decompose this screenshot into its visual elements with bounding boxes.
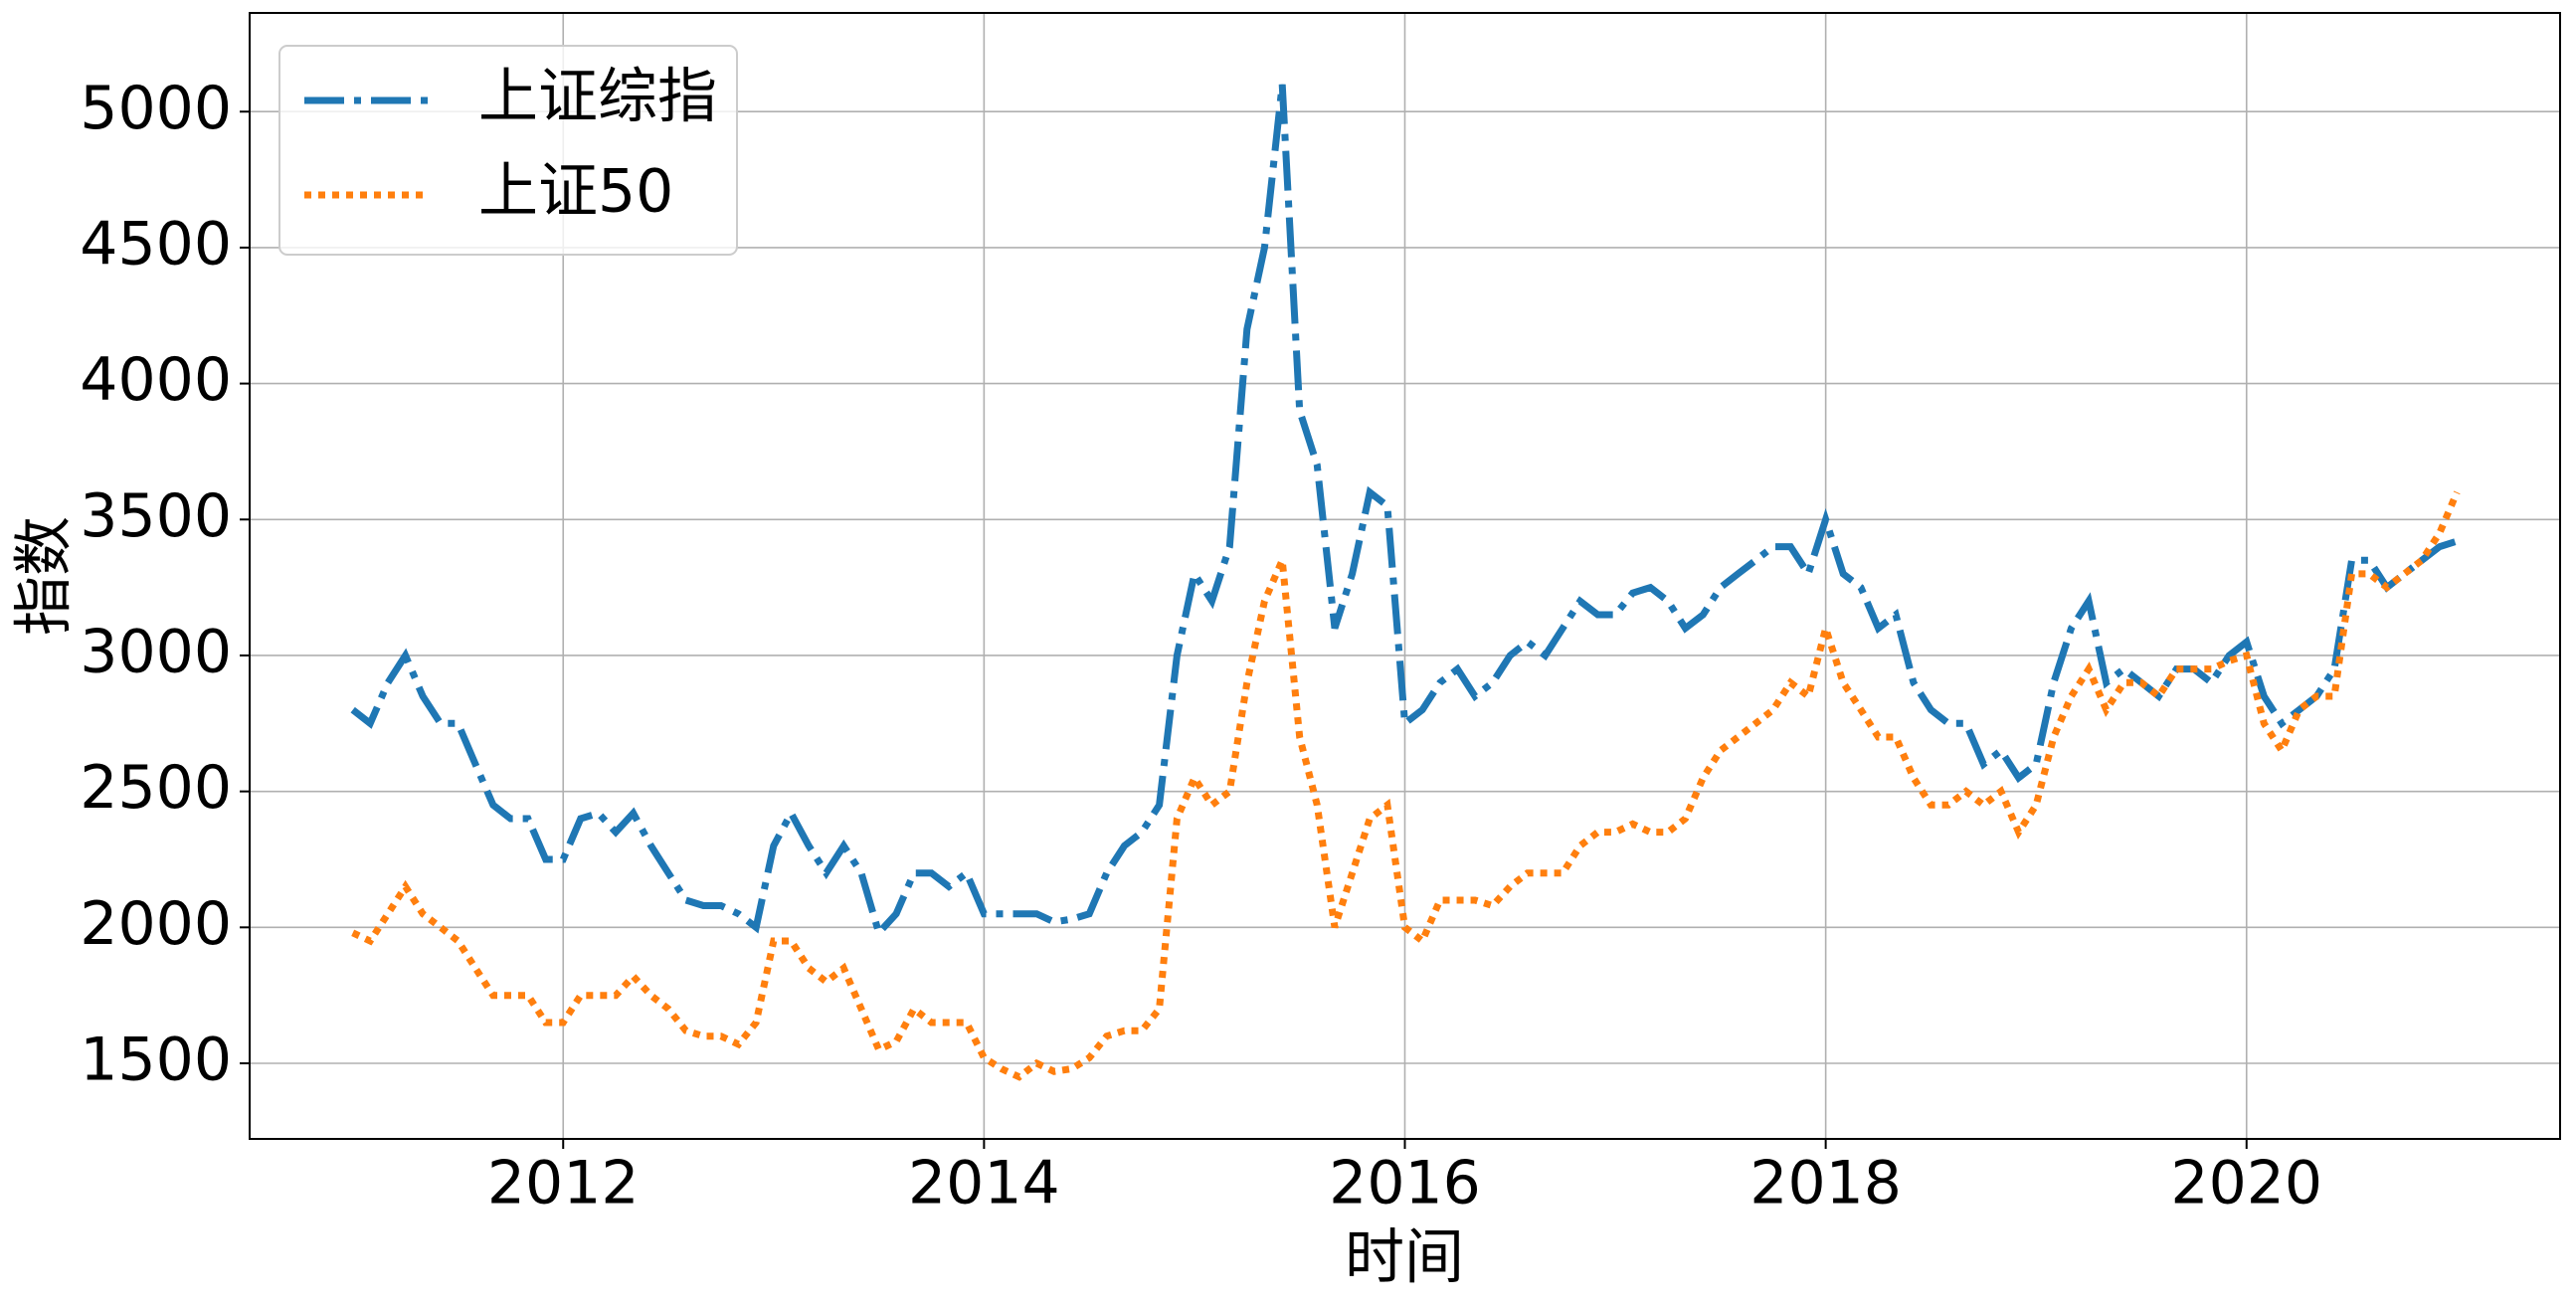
y-tick-label: 4000 — [80, 345, 232, 415]
series-line — [351, 490, 2461, 1081]
x-tick-label: 2018 — [1749, 1149, 1902, 1218]
x-axis-label: 时间 — [1345, 1223, 1464, 1293]
legend-label: 上证综指 — [478, 63, 717, 132]
y-axis-label: 指数 — [10, 516, 80, 636]
y-tick-label: 3500 — [80, 481, 232, 551]
plot-frame — [249, 12, 2561, 1140]
y-tick-label: 1500 — [80, 1026, 232, 1095]
legend-label: 上证50 — [478, 157, 673, 227]
y-tick-label: 2000 — [80, 889, 232, 959]
y-tick-label: 2500 — [80, 753, 232, 823]
x-tick-label: 2012 — [487, 1149, 640, 1218]
y-tick-label: 5000 — [80, 74, 232, 143]
y-tick-label: 3000 — [80, 618, 232, 687]
x-tick-label: 2020 — [2170, 1149, 2322, 1218]
x-tick-label: 2014 — [908, 1149, 1060, 1218]
series-line — [350, 84, 2459, 940]
x-tick-label: 2016 — [1329, 1149, 1481, 1218]
y-tick-label: 4500 — [80, 210, 232, 280]
